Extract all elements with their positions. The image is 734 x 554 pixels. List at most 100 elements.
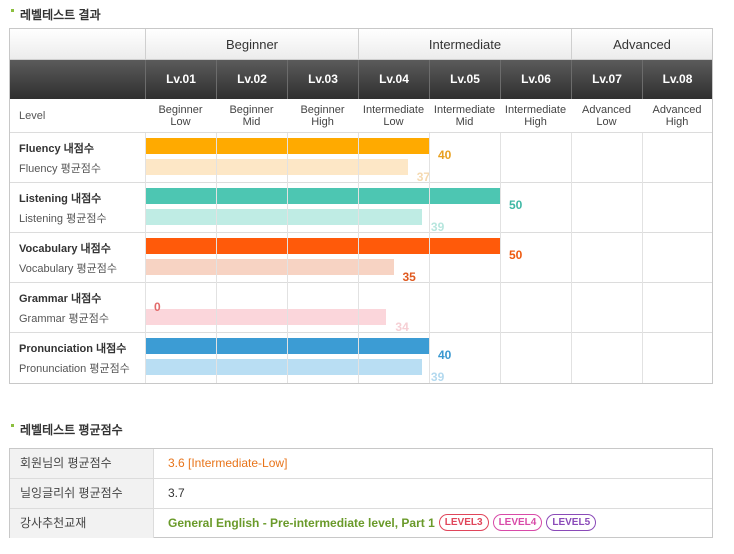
average-table-value: 3.6 [Intermediate-Low] [168,449,287,478]
average-score-label: Listening 평균점수 [19,213,107,225]
skill-row: Grammar 내점수 Grammar 평균점수 0 34 [10,283,712,334]
level-name-line: Advanced [652,104,702,116]
value-text: 3.7 [168,486,185,500]
level-group-header: Beginner Intermediate Advanced [10,29,712,60]
my-score-value: 0 [154,300,161,314]
average-score-value: 39 [430,220,445,234]
average-score-label: Fluency 평균점수 [19,163,102,175]
my-score-value: 40 [438,148,452,162]
my-score-bar [145,188,500,204]
average-score-value: 35 [402,270,416,284]
my-score-label: Grammar 내점수 [19,293,102,305]
level-name-line: Low [383,116,404,128]
average-score-bar [145,159,408,175]
my-score-value: 50 [509,248,523,262]
average-score-label: Grammar 평균점수 [19,313,109,325]
average-table-label: 회원님의 평균점수 [10,449,154,478]
level-header-4: Lv.04 [358,60,429,99]
my-score-label: Listening 내점수 [19,193,102,205]
average-table-value: 3.7 [168,479,185,508]
level-name-5: Intermediate Mid [429,99,500,133]
level-number-header: Lv.01 Lv.02 Lv.03 Lv.04 Lv.05 Lv.06 Lv.07 Lv.08 [10,60,712,99]
skill-row: Pronunciation 내점수 Pronunciation 평균점수 40 39 [10,333,712,384]
level-name-8: Advanced High [642,99,712,133]
average-table-row: 회원님의 평균점수 3.6 [Intermediate-Low] [10,449,712,479]
level-group-advanced: Advanced [571,29,712,60]
recommended-level-badge[interactable]: LEVEL3 [438,514,489,532]
level-name-3: Beginner High [287,99,358,133]
level-header-7: Lv.07 [571,60,642,99]
level-header-8: Lv.08 [642,60,712,99]
average-score-bar [145,259,394,275]
level-header-5: Lv.05 [429,60,500,99]
skill-row: Fluency 내점수 Fluency 평균점수 40 37 [10,133,712,184]
level-header-6: Lv.06 [500,60,571,99]
average-table-row: 강사추천교재 General English - Pre-intermediate… [10,509,712,539]
skill-row: Vocabulary 내점수 Vocabulary 평균점수 50 35 [10,233,712,284]
level-name-line: Low [170,116,191,128]
level-name-line: Mid [455,116,474,128]
my-score-value: 50 [509,198,523,212]
my-score-label: Fluency 내점수 [19,143,94,155]
average-score-table: 회원님의 평균점수 3.6 [Intermediate-Low] 닐잉글리쉬 평균점… [9,448,713,538]
level-name-line: Low [596,116,617,128]
level-name-7: Advanced Low [571,99,642,133]
my-score-value: 40 [438,348,452,362]
level-name-line: High [665,116,689,128]
value-text: 3.6 [Intermediate-Low] [168,456,288,470]
level-name-line: High [311,116,334,128]
level-name-1: Beginner Low [145,99,216,133]
level-name-line: Beginner [229,104,274,116]
level-name-line: Mid [242,116,261,128]
grid-line [642,133,643,383]
average-score-bar [145,209,422,225]
level-name-line: Intermediate [504,104,567,116]
level-name-row: Level Beginner Low Beginner Mid Beginner High… [10,99,712,133]
grid-line [145,133,146,383]
level-name-line: Intermediate [362,104,425,116]
level-name-2: Beginner Mid [216,99,287,133]
average-table-label: 강사추천교재 [10,509,154,538]
level-name-line: High [524,116,547,128]
average-score-bar [145,359,422,375]
average-score-bar [145,309,387,325]
average-score-label: Vocabulary 평균점수 [19,263,117,275]
level-header-3: Lv.03 [287,60,358,99]
level-header-2: Lv.02 [216,60,287,99]
grid-line [500,133,501,383]
average-score-label: Pronunciation 평균점수 [19,363,130,375]
level-row-label: Level [19,110,46,122]
my-score-bar [145,238,500,254]
average-score-value: 34 [395,320,409,334]
level-name-line: Beginner [300,104,345,116]
skill-row: Listening 내점수 Listening 평균점수 50 39 [10,183,712,234]
level-group-intermediate: Intermediate [358,29,571,60]
average-score-value: 39 [430,370,445,384]
level-name-4: Intermediate Low [358,99,429,133]
bullet-icon [11,9,14,12]
average-score-value: 37 [416,170,431,184]
recommended-level-badge[interactable]: LEVEL5 [546,514,597,532]
average-table-value: General English - Pre-intermediate level… [168,509,597,538]
grid-line [358,133,359,383]
level-name-line: Beginner [158,104,203,116]
level-header-1: Lv.01 [145,60,216,99]
grid-line [216,133,217,383]
level-name-6: Intermediate High [500,99,571,133]
average-table-row: 닐잉글리쉬 평균점수 3.7 [10,479,712,509]
grid-line [429,133,430,383]
result-section-title: 레벨테스트 결과 [11,6,101,23]
grid-line [287,133,288,383]
my-score-label: Pronunciation 내점수 [19,343,127,355]
level-group-beginner: Beginner [145,29,358,60]
my-score-label: Vocabulary 내점수 [19,243,111,255]
level-name-line: Advanced [582,104,631,116]
recommended-level-badge[interactable]: LEVEL4 [492,514,543,532]
grid-line [571,133,572,383]
average-table-label: 닐잉글리쉬 평균점수 [10,479,154,508]
level-name-line: Intermediate [433,104,496,116]
bullet-icon [11,424,14,427]
level-test-result-chart: Beginner Intermediate Advanced Lv.01 Lv.02 L… [9,28,713,384]
value-text: General English - Pre-intermediate level… [168,516,435,530]
avg-section-title: 레벨테스트 평균점수 [11,421,123,438]
